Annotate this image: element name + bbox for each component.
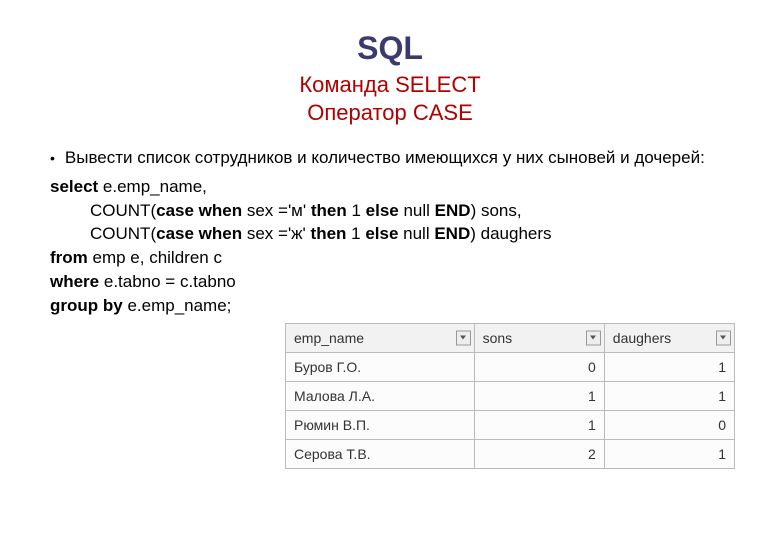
intro-part1: Вывести список сотрудников и количество … [65,148,705,167]
table-row: Серова Т.В. 2 1 [286,439,735,468]
kw-case-when: case when [156,201,242,220]
title-main: SQL [30,30,750,67]
code-line-5: where e.tabno = c.tabno [50,270,730,294]
col-daughers: daughers [604,323,734,352]
code-text: null [398,224,434,243]
header-label: emp_name [294,330,364,346]
intro-text: • Вывести список сотрудников и количество… [50,146,730,170]
cell-emp-name: Рюмин В.П. [286,410,475,439]
code-line-2: COUNT(case when sex ='м' then 1 else nul… [90,199,730,223]
slide-container: SQL Команда SELECT Оператор CASE • Вывест… [0,0,780,489]
cell-emp-name: Буров Г.О. [286,352,475,381]
kw-groupby: group by [50,296,123,315]
header-label: sons [483,330,513,346]
cell-emp-name: Серова Т.В. [286,439,475,468]
code-text: emp e, children c [88,248,222,267]
kw-end: END [435,201,471,220]
table-row: Рюмин В.П. 1 0 [286,410,735,439]
kw-from: from [50,248,88,267]
code-text: null [399,201,435,220]
table-header-row: emp_name sons daughers [286,323,735,352]
cell-emp-name: Малова Л.А. [286,381,475,410]
title-sub1: Команда SELECT [30,72,750,98]
content-block: • Вывести список сотрудников и количество… [50,146,730,318]
kw-then: then [311,224,347,243]
kw-then: then [311,201,347,220]
header-label: daughers [613,330,671,346]
code-text: sex ='м' [242,201,311,220]
kw-end: END [434,224,470,243]
table-header: emp_name sons daughers [286,323,735,352]
cell-daughers: 0 [604,410,734,439]
kw-where: where [50,272,99,291]
table-body: Буров Г.О. 0 1 Малова Л.А. 1 1 Рюмин В.П… [286,352,735,468]
cell-daughers: 1 [604,352,734,381]
cell-sons: 2 [474,439,604,468]
kw-select: select [50,177,98,196]
code-text: e.emp_name; [123,296,232,315]
code-text: COUNT( [90,224,156,243]
result-table: emp_name sons daughers Буров Г.О. 0 1 [285,323,735,469]
code-line-1: select e.emp_name, [50,175,730,199]
code-text: COUNT( [90,201,156,220]
title-sub2: Оператор CASE [30,100,750,126]
kw-case-when: case when [156,224,242,243]
dropdown-icon[interactable] [586,330,601,345]
code-line-3: COUNT(case when sex ='ж' then 1 else nul… [90,222,730,246]
cell-sons: 1 [474,410,604,439]
code-text: e.emp_name, [98,177,207,196]
col-emp-name: emp_name [286,323,475,352]
code-text: 1 [346,224,365,243]
code-text: sex ='ж' [242,224,310,243]
code-text: ) daughers [470,224,551,243]
code-text: ) sons, [471,201,522,220]
code-text: e.tabno = c.tabno [99,272,236,291]
code-text: 1 [347,201,366,220]
kw-else: else [366,201,399,220]
cell-daughers: 1 [604,439,734,468]
col-sons: sons [474,323,604,352]
code-line-6: group by e.emp_name; [50,294,730,318]
table-row: Буров Г.О. 0 1 [286,352,735,381]
dropdown-icon[interactable] [716,330,731,345]
cell-sons: 1 [474,381,604,410]
code-line-4: from emp e, children c [50,246,730,270]
cell-sons: 0 [474,352,604,381]
table-row: Малова Л.А. 1 1 [286,381,735,410]
cell-daughers: 1 [604,381,734,410]
kw-else: else [365,224,398,243]
bullet-icon: • [50,150,55,166]
dropdown-icon[interactable] [456,330,471,345]
